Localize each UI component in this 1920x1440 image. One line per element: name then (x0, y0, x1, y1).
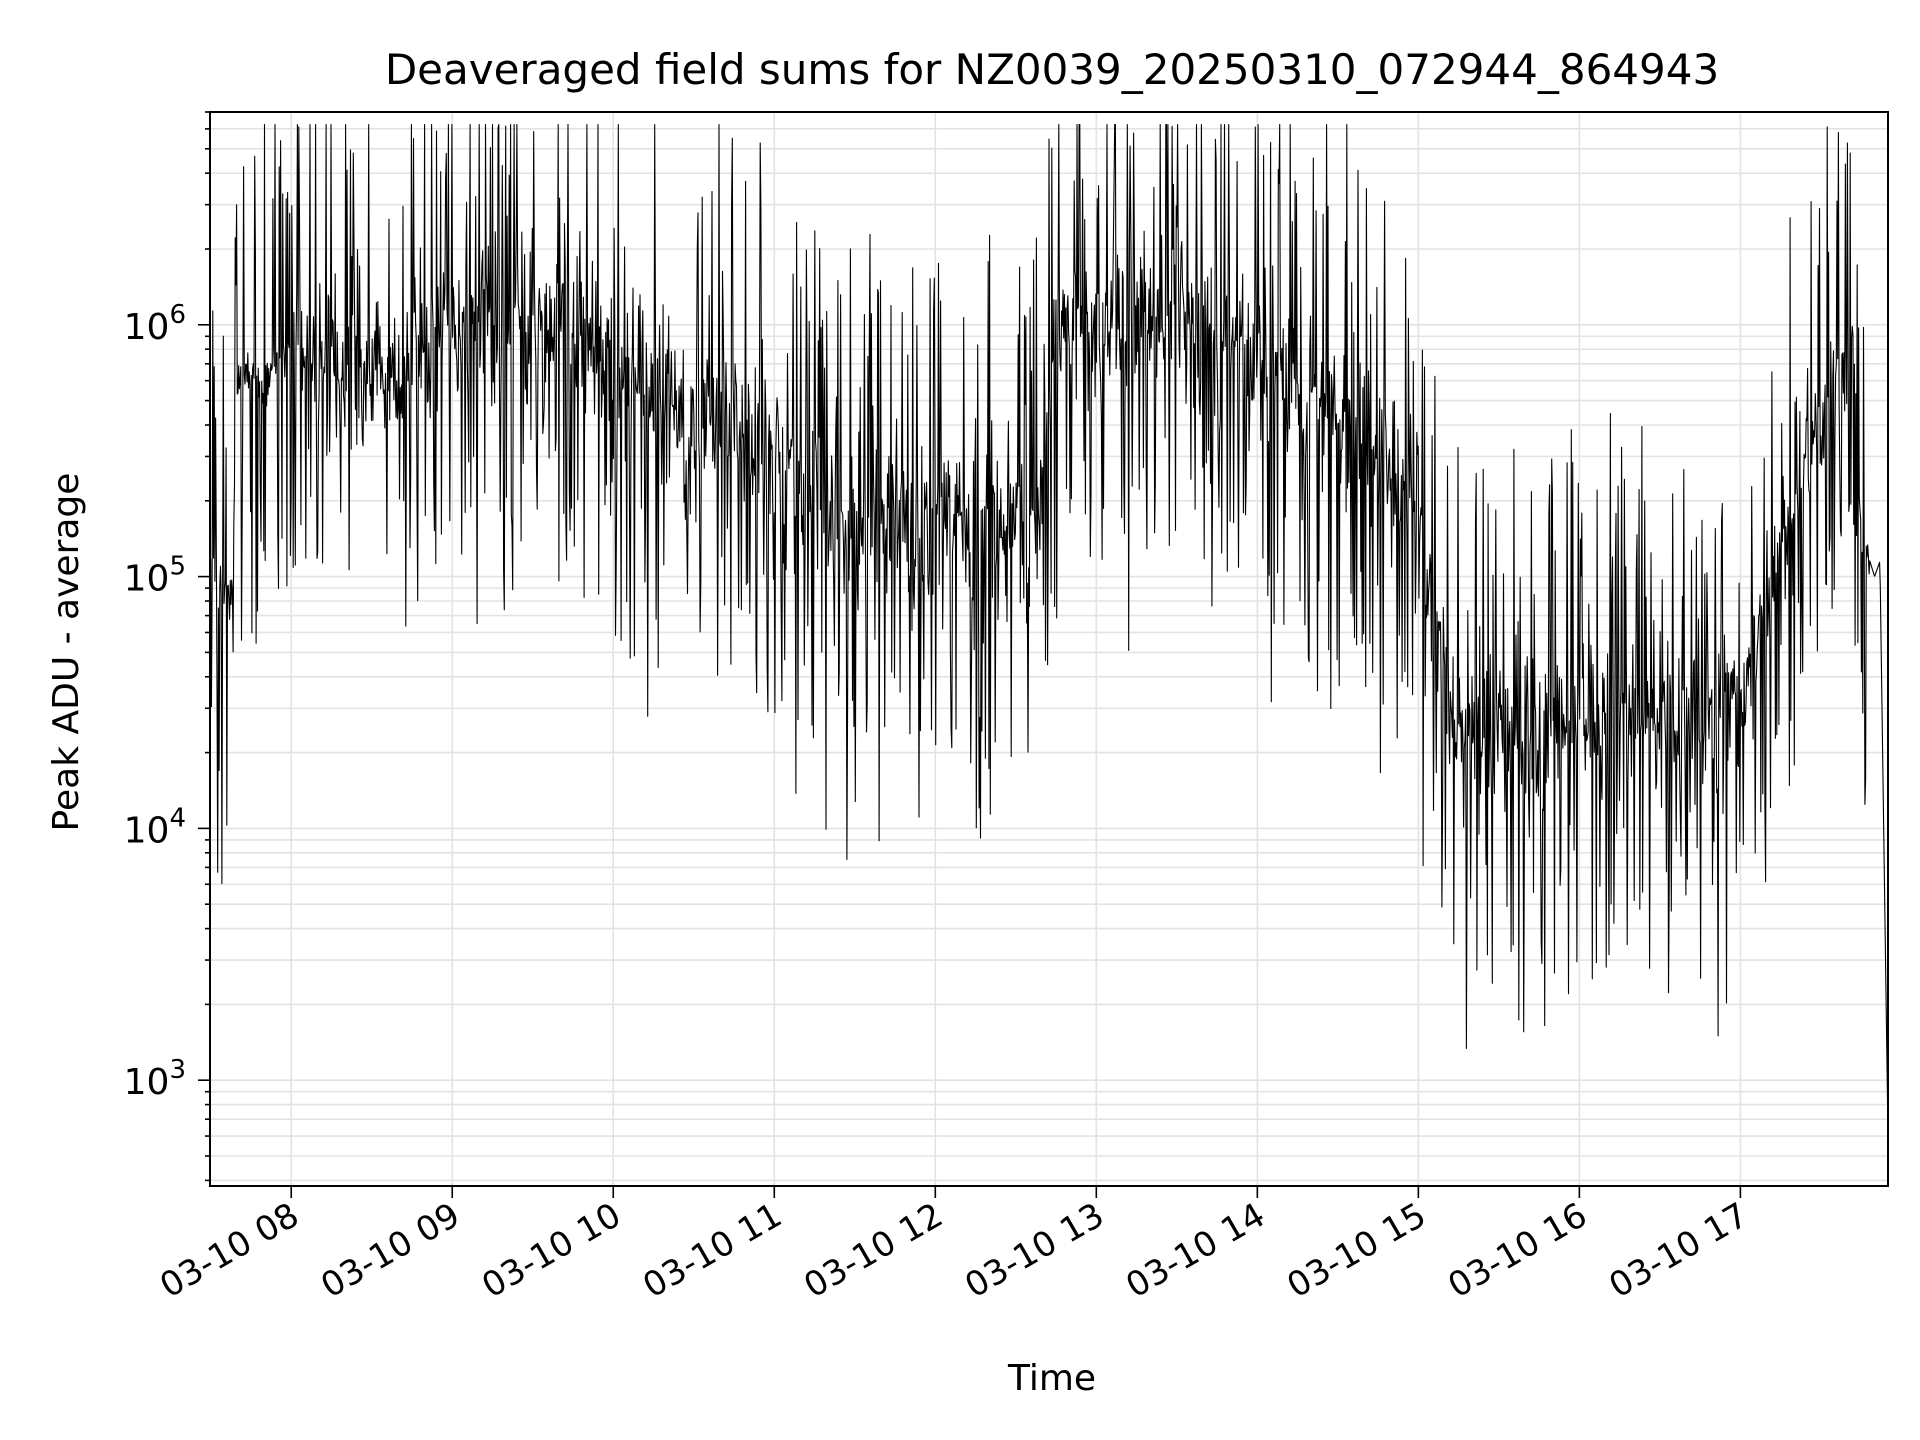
y-axis-label: Peak ADU - average (46, 473, 87, 832)
y-tick-label: 104 (124, 803, 186, 851)
series-line (210, 124, 1889, 1137)
x-axis-label: Time (1007, 1358, 1096, 1399)
chart-title: Deaveraged field sums for NZ0039_2025031… (385, 45, 1719, 94)
y-tick-label: 105 (124, 552, 186, 600)
y-tick-label: 103 (124, 1055, 186, 1103)
y-tick-label: 106 (124, 300, 186, 348)
line-layer (210, 124, 1889, 1137)
plot-frame (209, 111, 1889, 1187)
